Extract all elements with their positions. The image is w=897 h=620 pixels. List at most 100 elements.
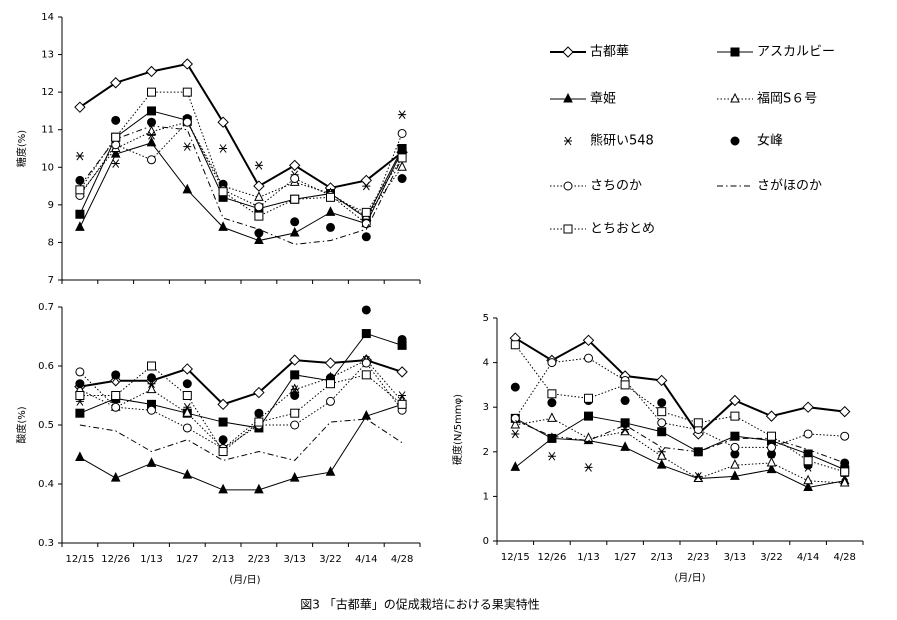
marker [183,403,192,412]
marker [326,379,335,389]
marker [361,358,371,368]
marker [656,459,667,469]
series-line [79,91,403,217]
marker [288,159,301,172]
x-tick-label: 2/13 [650,552,672,563]
marker [397,153,407,163]
marker [840,458,850,468]
marker [729,394,741,407]
legend-marker [730,92,740,103]
marker [767,442,776,452]
marker [146,383,157,394]
marker [325,466,336,476]
marker [290,370,300,380]
marker [147,155,156,165]
marker [510,418,521,429]
marker [254,191,264,201]
marker [218,483,228,494]
marker [111,370,121,380]
marker [730,442,740,452]
marker [582,334,595,347]
marker [182,117,192,127]
marker [397,399,407,409]
marker [694,472,703,481]
legend-marker [564,136,572,146]
y-tick-label: 14 [41,12,54,23]
x-tick-label: 3/22 [319,554,341,565]
marker [361,329,371,339]
legend-label: 熊研い548 [590,133,654,149]
marker [361,219,371,229]
marker [396,366,408,378]
series-line [514,337,845,436]
marker [75,175,85,185]
marker [397,161,407,171]
marker [803,456,813,466]
marker [730,470,740,480]
marker [75,151,84,161]
x-tick-label: 12/26 [537,552,566,563]
marker [730,459,740,469]
x-tick-label: 1/27 [614,552,636,563]
marker [111,159,120,168]
marker [147,117,156,127]
series-line [79,365,403,453]
marker [217,116,229,128]
marker [325,206,336,216]
x-tick-label: 3/13 [283,554,305,565]
marker [74,101,86,113]
marker [253,386,265,399]
marker [510,413,520,423]
marker [362,181,371,191]
x-tick-label: 1/27 [176,554,198,565]
marker [111,391,121,400]
marker [182,469,193,479]
marker [361,207,371,217]
x-axis-label: (月/日) [674,572,705,584]
marker [324,357,337,369]
x-tick-label: 2/23 [687,552,709,563]
y-tick-label: 0.3 [38,538,54,549]
marker [621,425,630,434]
marker [730,411,740,421]
series-line [79,362,403,450]
marker [547,432,557,442]
marker [510,461,521,471]
legend-marker [730,136,740,146]
marker [254,161,263,170]
marker [147,405,156,415]
marker [398,391,407,400]
marker [361,410,372,420]
marker [146,125,157,136]
x-tick-label: 4/28 [833,552,855,563]
legend-label: とちおとめ [590,222,655,237]
series-line [515,417,845,484]
x-tick-label: 12/15 [501,552,530,563]
marker [290,420,300,430]
marker [218,447,228,457]
marker [182,407,193,417]
caption: 図3 「古都華」の促成栽培における果実特性 [300,597,539,612]
marker [657,427,667,437]
marker [840,467,850,477]
x-tick-label: 12/26 [101,554,130,565]
marker [840,431,850,441]
marker [584,411,593,421]
y-tick-label: 9 [48,200,54,211]
series-line [514,357,845,448]
legend-label: 章姫 [590,91,616,107]
marker [510,340,520,350]
marker [218,221,228,231]
x-tick-label: 2/13 [212,554,234,565]
marker [655,374,668,387]
x-tick-label: 3/13 [724,552,746,563]
y-tick-label: 4 [483,358,489,369]
marker [730,431,740,441]
marker [361,232,371,242]
y-tick-label: 0 [483,536,489,547]
legend-marker [563,181,573,191]
marker [838,405,851,418]
marker [75,408,85,418]
marker [583,432,594,442]
marker [839,476,850,487]
